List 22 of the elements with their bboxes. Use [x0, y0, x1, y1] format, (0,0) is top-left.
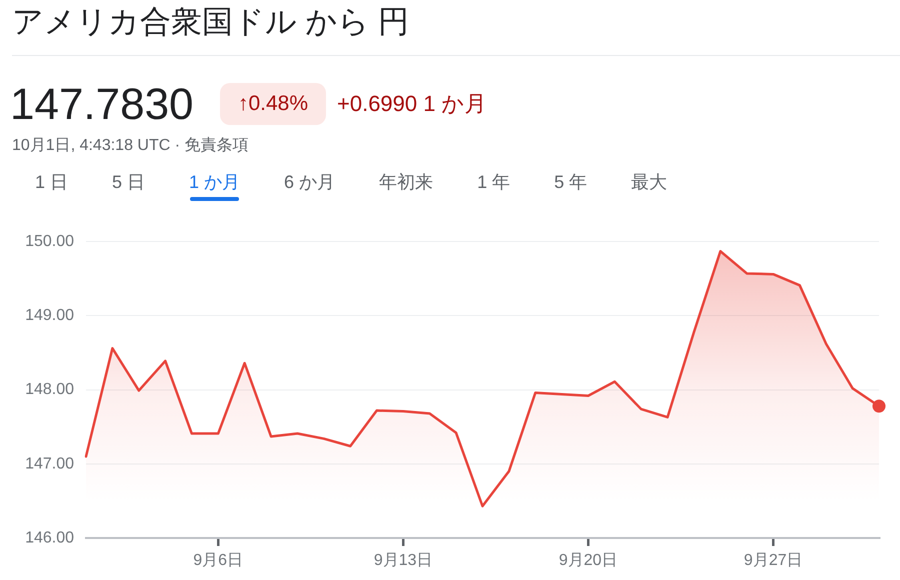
text: 1 年: [477, 172, 510, 192]
x-tick-label: 9月20日: [558, 552, 618, 570]
text: 6 か月: [284, 172, 336, 192]
text: 1 か月: [189, 172, 240, 192]
text: 5 年: [554, 172, 588, 192]
y-tick-label: 150.00: [25, 233, 74, 250]
chart-title: アメリカ合衆国ドル から 円: [12, 3, 410, 40]
y-tick-label: 146.00: [25, 529, 74, 546]
y-tick-label: 149.00: [25, 307, 74, 324]
text: 10月1日, 4:43:18 UTC · 免責条項: [12, 137, 249, 154]
text: 5 日: [112, 172, 146, 192]
badge: ↑0.48%: [220, 83, 326, 125]
text: +0.6990 1 か月: [337, 91, 487, 116]
text: 年初来: [379, 172, 434, 192]
text: 最大: [631, 172, 668, 192]
x-tick-label: 9月27日: [744, 552, 803, 570]
x-tick-label: 9月13日: [374, 552, 433, 570]
chart-subtitle: 147.7830: [10, 80, 194, 129]
y-tick-label: 147.00: [25, 455, 74, 472]
x-tick-label: 9月6日: [193, 552, 244, 570]
text: 1 日: [35, 172, 68, 192]
y-tick-label: 148.00: [25, 381, 74, 398]
